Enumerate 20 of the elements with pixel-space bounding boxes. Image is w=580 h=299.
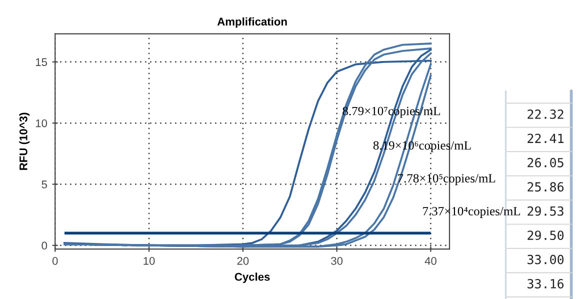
x-tick-label: 20 (237, 257, 249, 265)
text: 26.05 (528, 158, 564, 168)
text: 33.00 (528, 254, 564, 264)
y-tick-label: 10 (36, 119, 48, 128)
x-tick-label: 40 (424, 257, 436, 265)
y-tick-label: 0 (42, 242, 48, 250)
y-tick-label: 15 (36, 58, 47, 66)
x-axis-title: Cycles (234, 272, 270, 283)
y-tick-label: 5 (42, 180, 47, 188)
text: 22.32 (528, 109, 564, 119)
text: 33.16 (528, 279, 564, 288)
chart-title: Amplification (217, 17, 287, 28)
text: 25.86 (528, 182, 564, 192)
x-tick-label: 0 (52, 257, 58, 265)
text: 29.50 (528, 230, 564, 240)
x-tick-label: 10 (144, 257, 155, 265)
y-axis-title: RFU (10^3) (19, 112, 30, 170)
text: 29.53 (528, 206, 564, 216)
text: 22.41 (528, 134, 564, 143)
x-tick-label: 30 (331, 257, 343, 265)
